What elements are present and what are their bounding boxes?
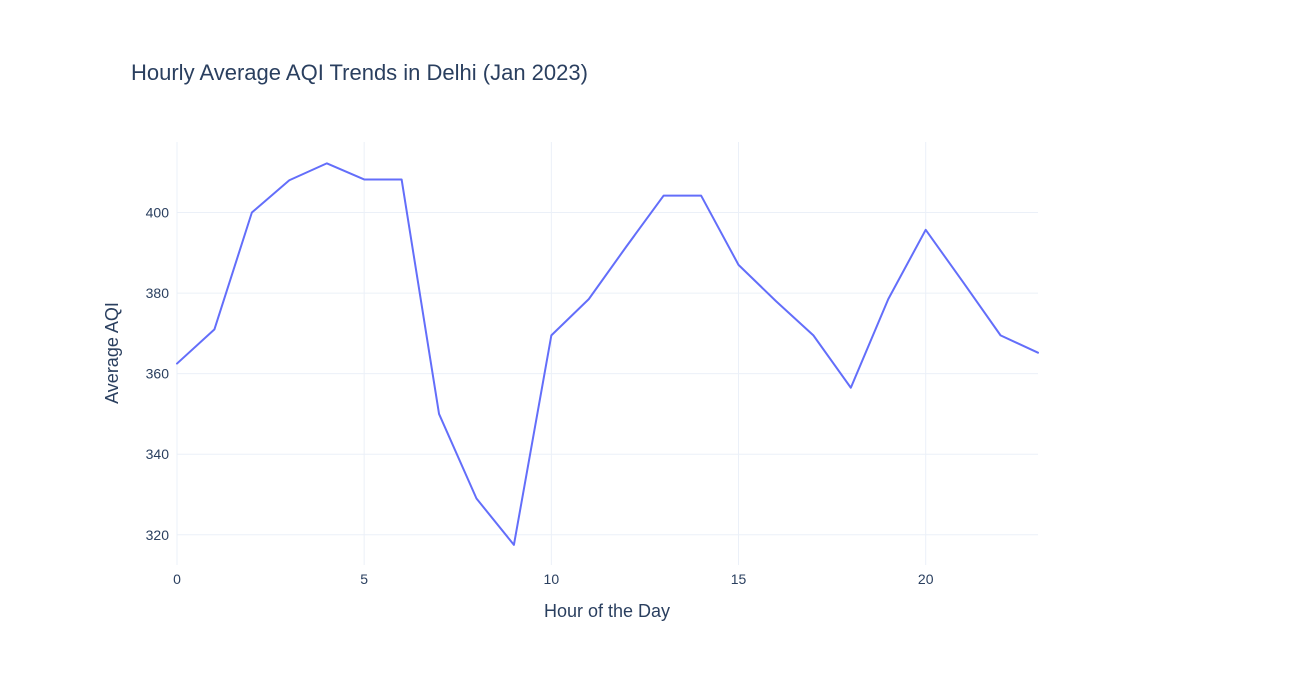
grid-layer (176, 142, 1038, 565)
tick-layer: 0 5 10 15 20 320 340 360 380 400 (146, 205, 934, 588)
x-tick-label: 10 (544, 571, 560, 587)
chart-title: Hourly Average AQI Trends in Delhi (Jan … (131, 60, 588, 85)
y-tick-label: 380 (146, 285, 170, 301)
y-tick-label: 360 (146, 366, 170, 382)
series-line (176, 162, 1039, 546)
x-tick-label: 20 (918, 571, 934, 587)
y-axis-title: Average AQI (102, 302, 122, 404)
y-tick-label: 320 (146, 527, 170, 543)
x-tick-label: 0 (173, 571, 181, 587)
series-layer (176, 162, 1039, 546)
x-tick-label: 5 (360, 571, 368, 587)
y-tick-label: 340 (146, 446, 170, 462)
x-tick-label: 15 (731, 571, 747, 587)
y-tick-label: 400 (146, 205, 170, 221)
x-axis-title: Hour of the Day (544, 601, 670, 621)
